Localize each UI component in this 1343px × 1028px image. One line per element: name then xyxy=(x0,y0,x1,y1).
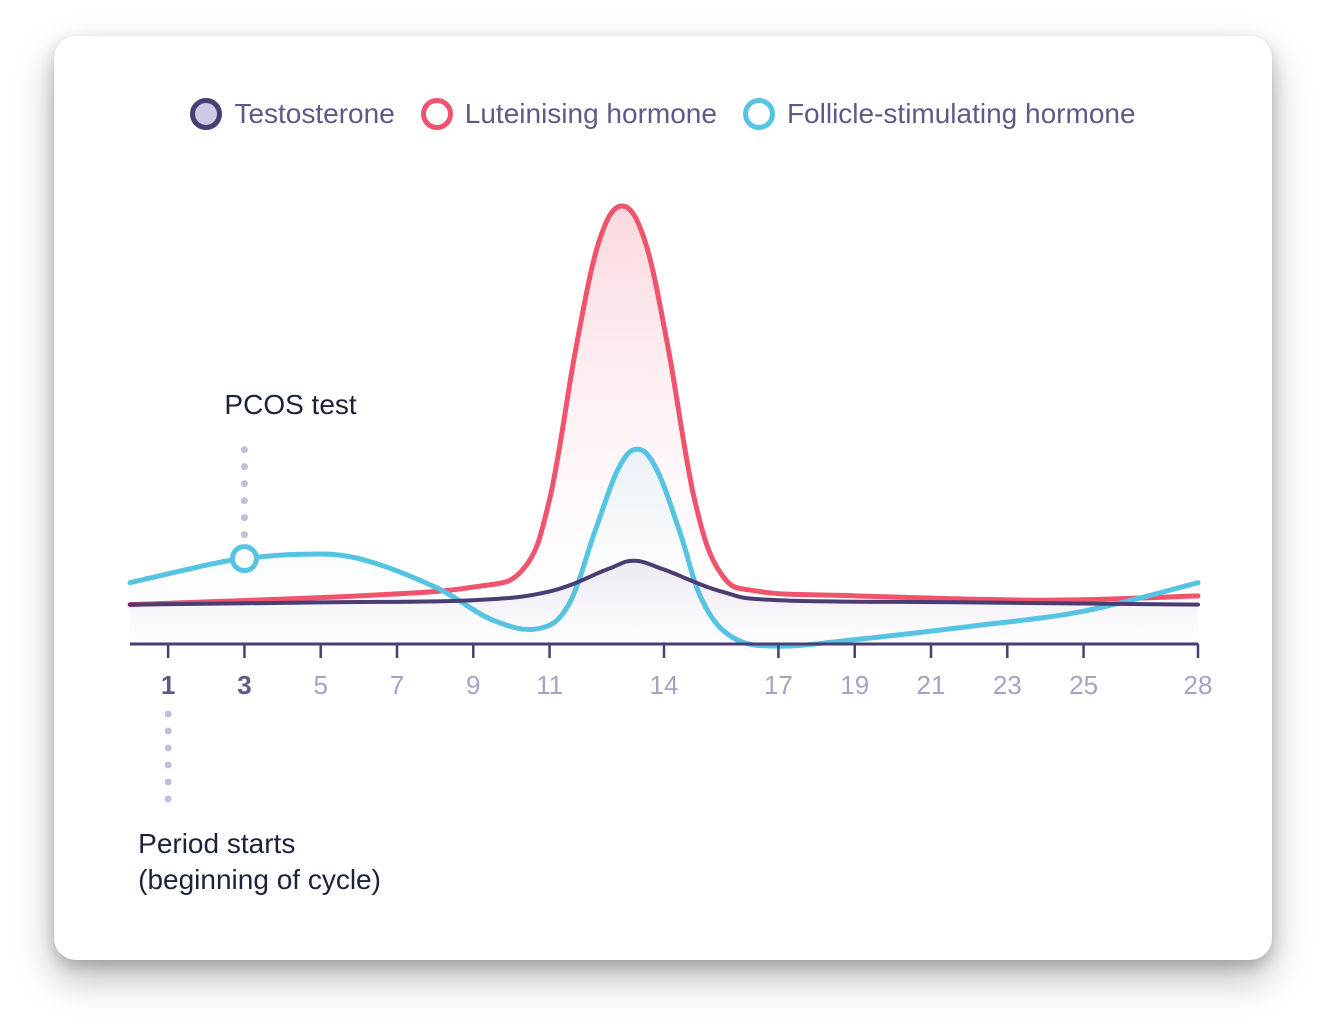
svg-text:11: 11 xyxy=(536,670,563,700)
period-starts-subtitle: (beginning of cycle) xyxy=(138,862,381,898)
svg-text:23: 23 xyxy=(993,670,1022,700)
svg-text:17: 17 xyxy=(764,670,793,700)
svg-text:19: 19 xyxy=(840,670,869,700)
svg-text:3: 3 xyxy=(237,670,251,700)
period-starts-title: Period starts xyxy=(138,826,381,862)
svg-text:1: 1 xyxy=(161,670,175,700)
svg-text:5: 5 xyxy=(313,670,327,700)
svg-text:25: 25 xyxy=(1069,670,1098,700)
svg-text:21: 21 xyxy=(917,670,946,700)
svg-text:9: 9 xyxy=(466,670,480,700)
pcos-test-label: PCOS test xyxy=(224,389,356,421)
svg-text:7: 7 xyxy=(390,670,404,700)
period-starts-label: Period starts (beginning of cycle) xyxy=(138,826,381,899)
svg-text:28: 28 xyxy=(1184,670,1213,700)
hormone-chart: 1 3 5 7 9 11 14 17 19 21 23 25 28 xyxy=(54,36,1272,960)
svg-text:14: 14 xyxy=(650,670,679,700)
chart-card: Testosterone Luteinising hormone Follicl… xyxy=(54,36,1272,960)
